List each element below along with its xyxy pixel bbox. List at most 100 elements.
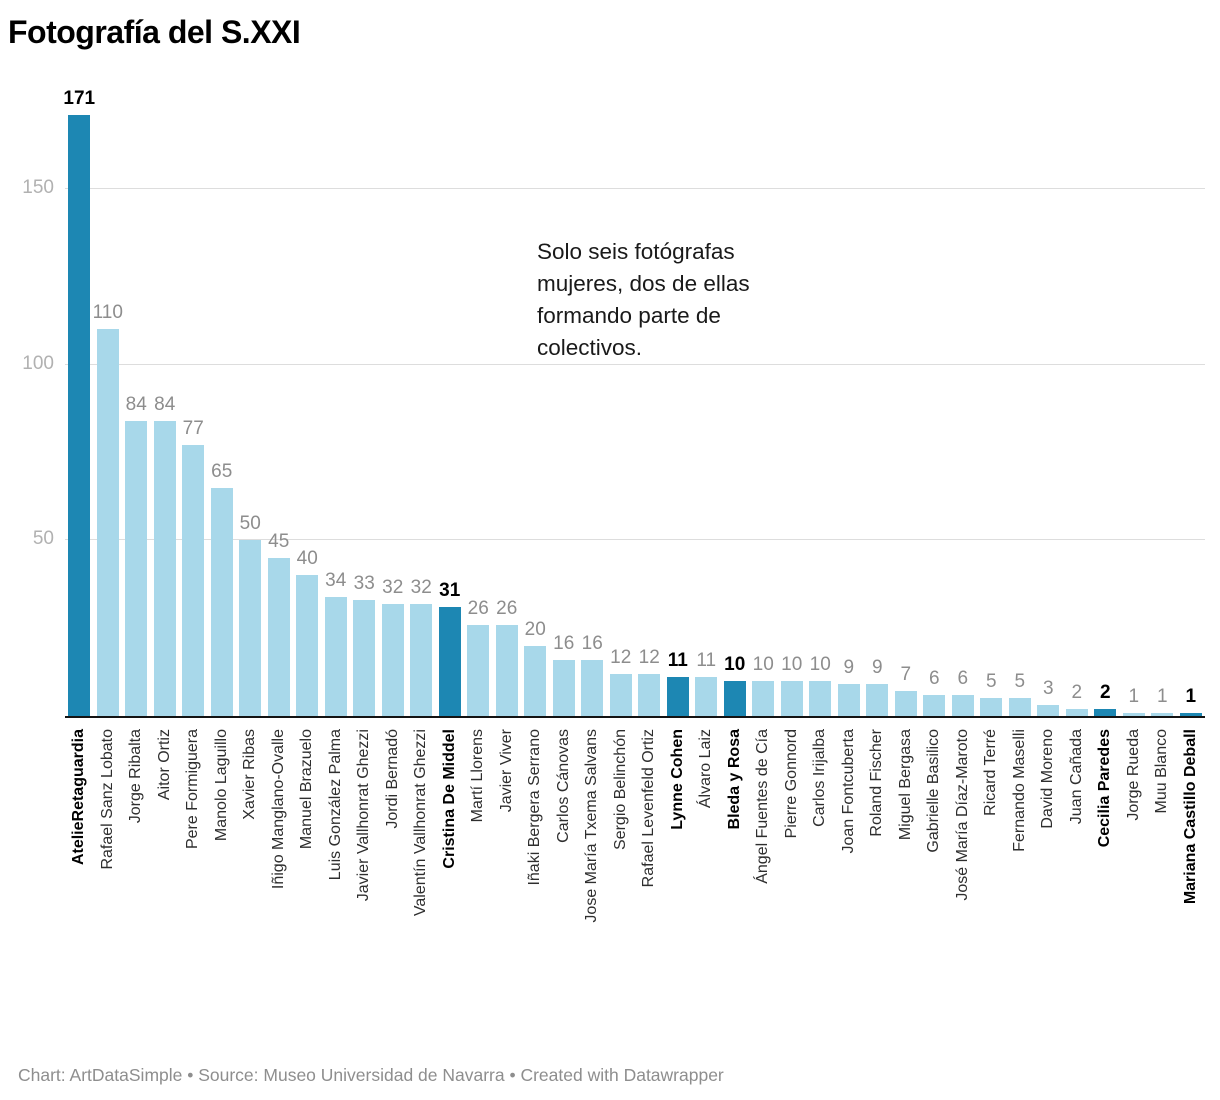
bar[interactable] xyxy=(381,603,404,716)
bar-value-label: 12 xyxy=(638,646,660,668)
x-axis-label: Valentín Vallhonrat Ghezzi xyxy=(412,729,430,917)
x-axis-label: Muu Blanco xyxy=(1153,729,1171,814)
x-axis-label: Juan Cañada xyxy=(1067,729,1085,825)
x-axis-label: Carlos Cánovas xyxy=(554,729,572,843)
x-axis-label: Rafael Levenfeld Ortiz xyxy=(640,729,658,888)
bar[interactable] xyxy=(552,659,575,716)
bar[interactable] xyxy=(210,487,233,716)
x-slot: Iñigo Manglano-Ovalle xyxy=(265,729,294,923)
bar[interactable] xyxy=(752,680,775,716)
y-axis-tick-label: 150 xyxy=(22,176,54,198)
bar-value-label: 26 xyxy=(496,597,518,619)
bar-slot: 26 xyxy=(493,115,522,716)
bar[interactable] xyxy=(980,698,1003,716)
bar-slot: 6 xyxy=(920,115,949,716)
bar-slot: 16 xyxy=(550,115,579,716)
bar[interactable] xyxy=(467,624,490,716)
bar[interactable] xyxy=(153,420,176,716)
bar[interactable] xyxy=(353,600,376,716)
x-slot: Joan Fontcuberta xyxy=(835,729,864,923)
bar-value-label: 110 xyxy=(92,302,123,324)
bar-slot: 33 xyxy=(350,115,379,716)
x-axis-label: Jose María Txema Salvans xyxy=(583,729,601,923)
bar[interactable] xyxy=(1179,712,1202,716)
x-slot: Muu Blanco xyxy=(1148,729,1177,923)
bar[interactable] xyxy=(1122,712,1145,716)
x-axis-label: Iñaki Bergera Serrano xyxy=(526,729,544,886)
bar-value-label: 32 xyxy=(410,576,432,598)
bar[interactable] xyxy=(866,684,889,716)
bar-slot: 11 xyxy=(664,115,693,716)
bar-slot: 7 xyxy=(892,115,921,716)
x-axis-label: Gabrielle Basilico xyxy=(925,729,943,853)
bar[interactable] xyxy=(581,659,604,716)
bar-value-label: 6 xyxy=(928,667,940,689)
x-axis-label: Jordi Bernadó xyxy=(383,729,401,829)
x-slot: Manuel Brazuelo xyxy=(293,729,322,923)
x-axis-label: Manuel Brazuelo xyxy=(298,729,316,850)
bar[interactable] xyxy=(780,680,803,716)
bar[interactable] xyxy=(1151,712,1174,716)
bar[interactable] xyxy=(923,694,946,716)
plot-area: 171 110 84 84 77 65 50 45 40 34 33 32 32 31 26 26 20 16 16… xyxy=(63,88,1205,718)
x-axis-label: Sergio Belinchón xyxy=(611,729,629,850)
bar[interactable] xyxy=(495,624,518,716)
bar[interactable] xyxy=(1094,708,1117,716)
bar-value-label: 26 xyxy=(467,597,489,619)
bar[interactable] xyxy=(723,680,746,716)
gridline xyxy=(65,539,1205,541)
bar[interactable] xyxy=(438,607,461,716)
x-slot: Cecilia Paredes xyxy=(1091,729,1120,923)
x-slot: José María Díaz-Maroto xyxy=(949,729,978,923)
bar-value-label: 40 xyxy=(296,548,318,570)
bar[interactable] xyxy=(524,645,547,716)
bar[interactable] xyxy=(666,677,689,716)
bar-slot: 10 xyxy=(721,115,750,716)
bar[interactable] xyxy=(324,596,347,716)
bar-value-label: 11 xyxy=(667,650,688,672)
bar[interactable] xyxy=(182,445,205,716)
x-axis-label: Iñigo Manglano-Ovalle xyxy=(269,729,287,890)
x-slot: Bleda y Rosa xyxy=(721,729,750,923)
bar[interactable] xyxy=(609,673,632,716)
x-slot: Sergio Belinchón xyxy=(607,729,636,923)
bar[interactable] xyxy=(1065,708,1088,716)
x-slot: Jose María Txema Salvans xyxy=(578,729,607,923)
x-axis-label: Miguel Bergasa xyxy=(896,729,914,841)
bar-value-label: 16 xyxy=(581,632,603,654)
x-axis-label: Manolo Laguillo xyxy=(212,729,230,842)
bar[interactable] xyxy=(410,603,433,716)
bar[interactable] xyxy=(809,680,832,716)
bar-value-label: 34 xyxy=(325,569,347,591)
bar[interactable] xyxy=(1008,698,1031,716)
bar-value-label: 12 xyxy=(610,646,632,668)
bar-value-label: 171 xyxy=(63,88,96,109)
bar[interactable] xyxy=(1037,705,1060,716)
bar-value-label: 9 xyxy=(843,657,855,679)
chart-title: Fotografía del S.XXI xyxy=(8,14,301,50)
bar[interactable] xyxy=(125,420,148,716)
y-axis-tick-label: 50 xyxy=(32,528,54,550)
x-axis-label: Jorge Ribalta xyxy=(127,729,145,824)
bar-value-label: 33 xyxy=(353,573,375,595)
bar[interactable] xyxy=(638,673,661,716)
x-axis-label: Pierre Gonnord xyxy=(782,729,800,839)
bar[interactable] xyxy=(695,677,718,716)
bar[interactable] xyxy=(951,694,974,716)
x-slot: Jorge Ribalta xyxy=(122,729,151,923)
bar[interactable] xyxy=(894,691,917,716)
bar[interactable] xyxy=(837,684,860,716)
bar[interactable] xyxy=(296,575,319,716)
x-axis: AtelieRetaguardia Rafael Sanz Lobato Jorge… xyxy=(65,729,1205,923)
bar-slot: 1 xyxy=(1120,115,1149,716)
bar-value-label: 11 xyxy=(696,650,717,672)
x-slot: Pierre Gonnord xyxy=(778,729,807,923)
bar[interactable] xyxy=(239,540,262,716)
bar-slot: 2 xyxy=(1091,115,1120,716)
x-slot: Rafael Levenfeld Ortiz xyxy=(635,729,664,923)
bar[interactable] xyxy=(68,115,91,716)
bar[interactable] xyxy=(96,329,119,716)
bar[interactable] xyxy=(267,557,290,716)
x-axis-label: Martí Llorens xyxy=(469,729,487,823)
x-slot: Lynne Cohen xyxy=(664,729,693,923)
